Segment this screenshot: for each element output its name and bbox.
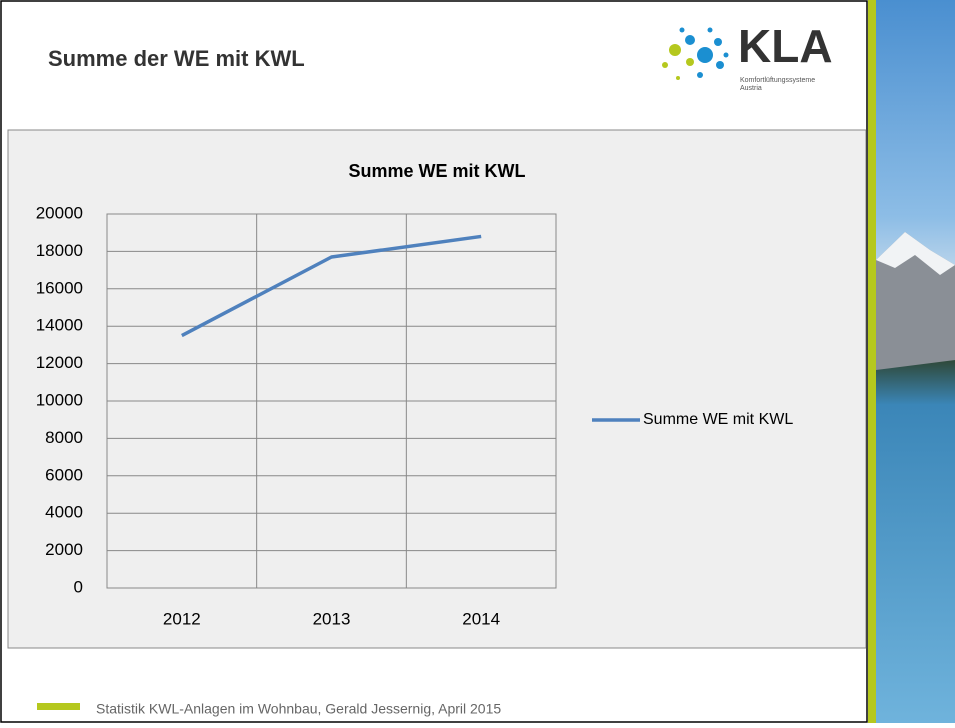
y-tick-label: 16000: [36, 278, 83, 297]
slide: Summe der WE mit KWL KLA Komfortlüftungs…: [0, 0, 955, 723]
y-tick-label: 10000: [36, 390, 83, 409]
accent-bar: [868, 0, 876, 723]
y-tick-label: 20000: [36, 203, 83, 222]
y-tick-label: 4000: [45, 503, 83, 522]
logo-text: KLA: [738, 20, 833, 72]
y-tick-label: 0: [74, 577, 83, 596]
y-tick-label: 18000: [36, 241, 83, 260]
footer-text: Statistik KWL-Anlagen im Wohnbau, Gerald…: [96, 701, 501, 717]
y-tick-label: 2000: [45, 540, 83, 559]
chart-title: Summe WE mit KWL: [348, 161, 525, 181]
footer-bar: [37, 703, 80, 710]
y-tick-label: 12000: [36, 353, 83, 372]
x-tick-label: 2013: [313, 609, 351, 628]
y-tick-label: 14000: [36, 316, 83, 335]
y-tick-label: 8000: [45, 428, 83, 447]
x-tick-label: 2014: [462, 609, 500, 628]
x-tick-label: 2012: [163, 609, 201, 628]
logo-subtitle: Komfortlüftungssysteme: [740, 77, 815, 84]
legend-label: Summe WE mit KWL: [643, 411, 793, 428]
logo-dots: [662, 28, 729, 81]
logo-subtitle: Austria: [740, 85, 762, 92]
y-tick-label: 6000: [45, 465, 83, 484]
slide-title: Summe der WE mit KWL: [48, 46, 305, 71]
